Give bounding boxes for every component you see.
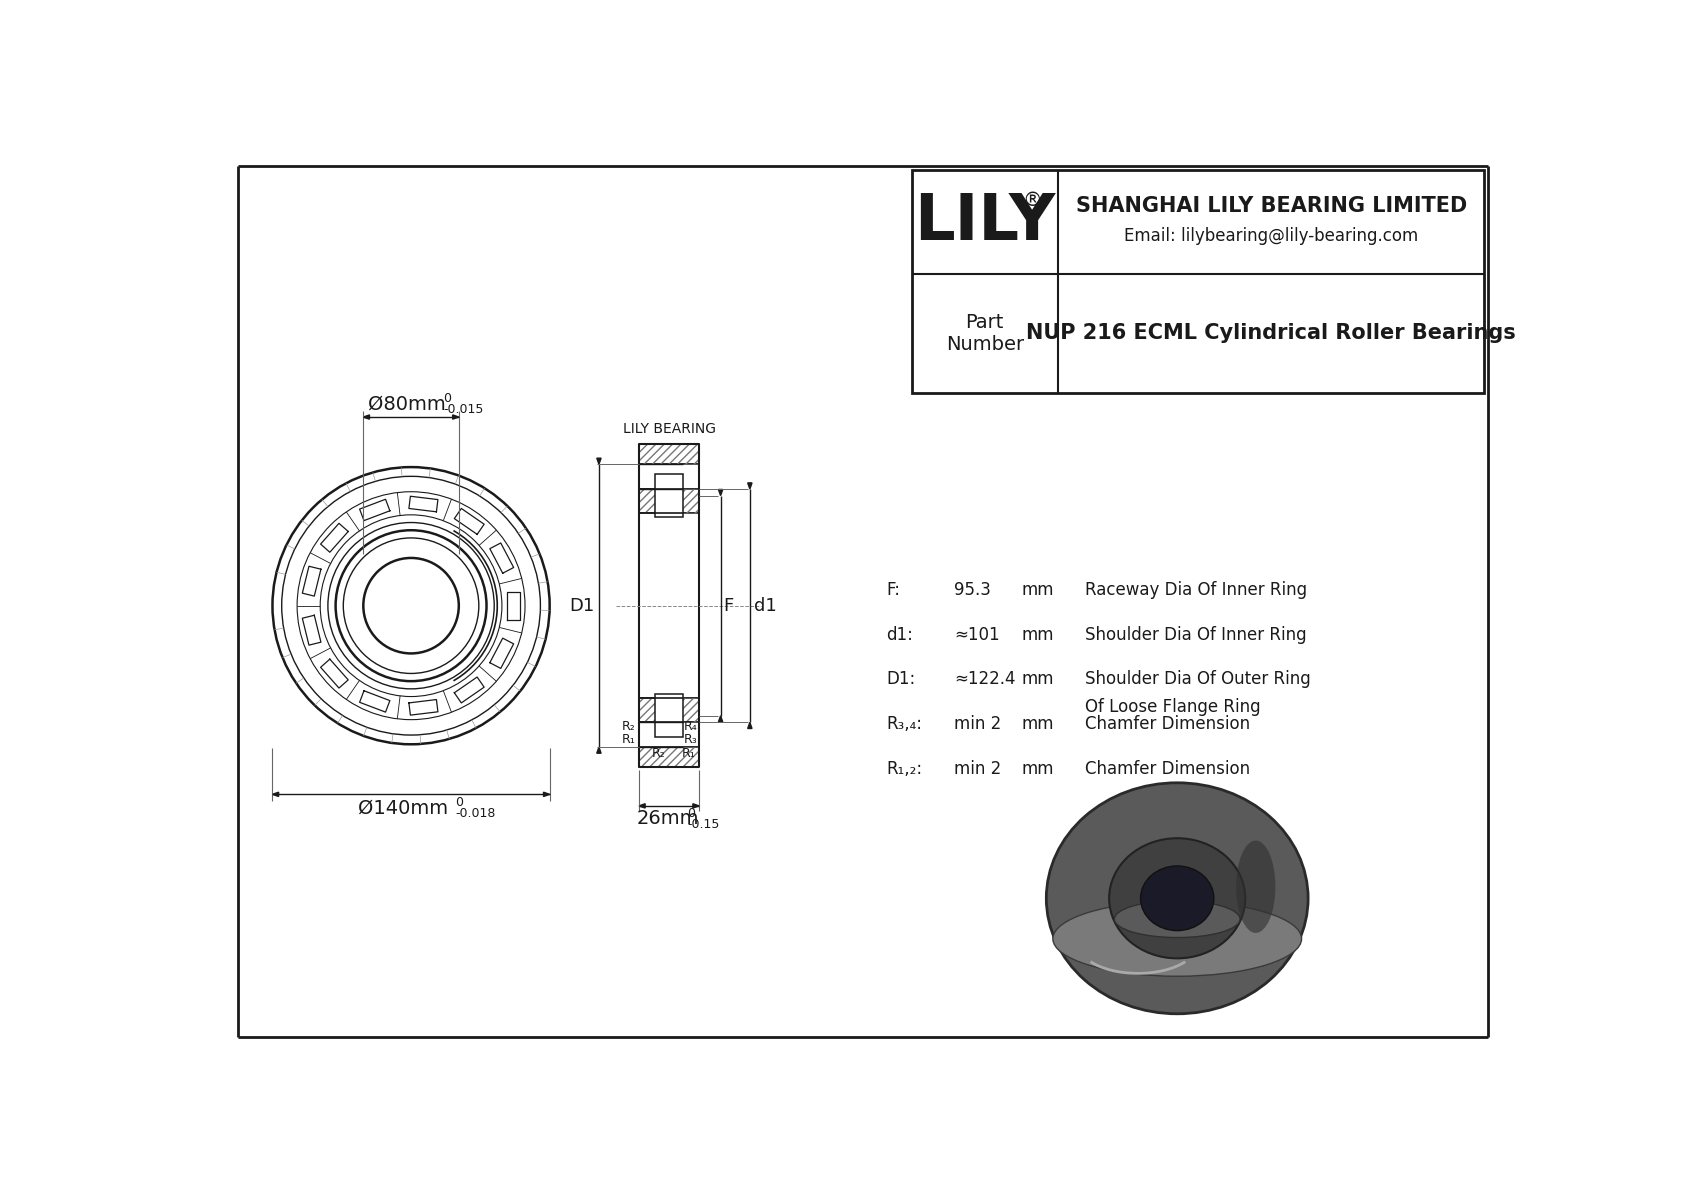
Ellipse shape	[1140, 866, 1214, 930]
Text: mm: mm	[1022, 760, 1054, 778]
Bar	[638, 444, 699, 464]
Text: 26mm: 26mm	[637, 809, 699, 828]
Text: Ø140mm: Ø140mm	[359, 798, 448, 817]
Text: NUP 216 ECML Cylindrical Roller Bearings: NUP 216 ECML Cylindrical Roller Bearings	[1026, 324, 1516, 343]
Bar	[638, 698, 699, 723]
Polygon shape	[596, 747, 601, 753]
Text: R₂: R₂	[621, 721, 637, 734]
Text: Email: lilybearing@lily-bearing.com: Email: lilybearing@lily-bearing.com	[1123, 226, 1418, 244]
Bar	[638, 747, 699, 767]
Bar	[638, 444, 699, 464]
Text: 0: 0	[455, 796, 463, 809]
Polygon shape	[638, 804, 645, 807]
Polygon shape	[748, 482, 753, 490]
Text: ≈101: ≈101	[953, 625, 1000, 643]
Polygon shape	[453, 414, 458, 419]
Text: R₁: R₁	[621, 732, 637, 746]
Text: F: F	[724, 597, 734, 615]
Text: R₁: R₁	[682, 747, 695, 760]
Bar	[638, 490, 699, 513]
Text: -0.018: -0.018	[455, 806, 495, 819]
Bar	[638, 490, 699, 513]
Text: D1:: D1:	[886, 671, 916, 688]
Text: mm: mm	[1022, 715, 1054, 732]
Polygon shape	[544, 792, 549, 797]
Polygon shape	[719, 490, 722, 495]
Text: d1: d1	[754, 597, 776, 615]
Polygon shape	[596, 459, 601, 464]
Text: Raceway Dia Of Inner Ring: Raceway Dia Of Inner Ring	[1084, 581, 1307, 599]
Text: R₁,₂:: R₁,₂:	[886, 760, 923, 778]
Polygon shape	[273, 792, 278, 797]
Text: 95.3: 95.3	[953, 581, 990, 599]
Text: SHANGHAI LILY BEARING LIMITED: SHANGHAI LILY BEARING LIMITED	[1076, 197, 1467, 217]
Bar	[655, 474, 682, 517]
Text: Chamfer Dimension: Chamfer Dimension	[1084, 760, 1250, 778]
Text: 0: 0	[443, 392, 451, 405]
Ellipse shape	[1052, 902, 1302, 977]
Text: F:: F:	[886, 581, 901, 599]
Text: mm: mm	[1022, 581, 1054, 599]
Text: mm: mm	[1022, 671, 1054, 688]
Polygon shape	[364, 414, 369, 419]
Text: Shoulder Dia Of Inner Ring: Shoulder Dia Of Inner Ring	[1084, 625, 1307, 643]
Ellipse shape	[1115, 900, 1239, 937]
Text: min 2: min 2	[953, 715, 1002, 732]
Text: min 2: min 2	[953, 760, 1002, 778]
Text: LILY: LILY	[914, 191, 1056, 252]
Bar	[911, 170, 1484, 393]
Text: R₃: R₃	[684, 732, 697, 746]
Text: Chamfer Dimension: Chamfer Dimension	[1084, 715, 1250, 732]
Bar	[655, 694, 682, 737]
Text: ®: ®	[1022, 191, 1042, 210]
Text: D1: D1	[569, 597, 594, 615]
Text: -0.15: -0.15	[687, 818, 719, 831]
Text: -0.015: -0.015	[443, 403, 483, 416]
Text: LILY BEARING: LILY BEARING	[623, 423, 716, 436]
Text: mm: mm	[1022, 625, 1054, 643]
Text: d1:: d1:	[886, 625, 913, 643]
Bar	[638, 698, 699, 723]
Text: Ø80mm: Ø80mm	[369, 394, 446, 413]
Ellipse shape	[1110, 838, 1244, 959]
Text: Part
Number: Part Number	[946, 313, 1024, 354]
Ellipse shape	[1046, 782, 1308, 1014]
Polygon shape	[692, 804, 699, 807]
Text: R₃,₄:: R₃,₄:	[886, 715, 923, 732]
Polygon shape	[719, 716, 722, 722]
Text: Shoulder Dia Of Outer Ring: Shoulder Dia Of Outer Ring	[1084, 671, 1310, 688]
Text: ≈122.4: ≈122.4	[953, 671, 1015, 688]
Text: R₂: R₂	[652, 747, 665, 760]
Ellipse shape	[1236, 841, 1275, 933]
Text: R₄: R₄	[684, 721, 697, 734]
Bar	[638, 747, 699, 767]
Text: Of Loose Flange Ring: Of Loose Flange Ring	[1084, 698, 1260, 716]
Text: 0: 0	[687, 807, 695, 821]
Polygon shape	[748, 723, 753, 729]
